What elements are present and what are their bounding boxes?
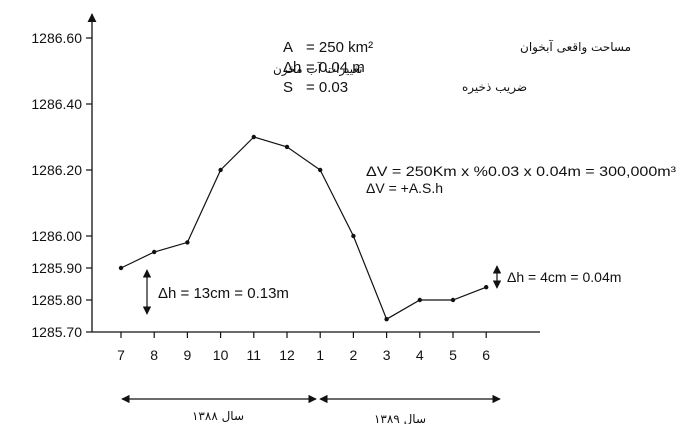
data-point (318, 167, 323, 173)
x-tick-label: 6 (482, 347, 490, 363)
param-s-label: ضریب ذخیره (462, 80, 527, 95)
x-tick-label: 9 (184, 347, 192, 363)
x-tick-label: 11 (247, 347, 262, 363)
x-tick-label: 3 (383, 347, 391, 363)
param-a-symbol: A (283, 39, 293, 56)
y-tick-label: 1285.70 (31, 324, 82, 340)
x-tick-label: 12 (279, 347, 295, 363)
y-tick-label: 1286.00 (31, 228, 82, 244)
x-tick-label: 10 (213, 347, 229, 363)
x-tick-label: 5 (449, 347, 457, 363)
y-tick-label: 1285.90 (31, 260, 82, 276)
param-a-value: = 250 km² (306, 39, 373, 56)
data-point (152, 249, 157, 255)
formula-volume: ΔV = 250Km x %0.03 x 0.04m = 300,000m³ (366, 163, 676, 179)
y-tick-label: 1286.20 (31, 162, 82, 178)
y-tick-label: 1286.40 (31, 96, 82, 112)
series-line (120, 136, 487, 321)
y-tick-label: 1285.80 (31, 292, 82, 308)
delta-left-label: Δh = 13cm = 0.13m (158, 285, 289, 302)
data-point (450, 297, 456, 303)
x-tick-label: 2 (350, 347, 358, 363)
data-point (484, 285, 489, 290)
data-point (118, 265, 124, 271)
x-tick-label: 4 (416, 347, 424, 363)
param-dh-value: = 0.04 m (306, 59, 365, 76)
data-points (118, 134, 489, 322)
data-point (284, 144, 290, 150)
data-point (251, 134, 256, 140)
x-axis-ticks: 7 8 9 10 11 12 1 2 3 4 5 6 (117, 332, 490, 363)
formula-general: ΔV = +A.S.h (366, 180, 443, 196)
param-dh-symbol: Δh (283, 59, 301, 76)
y-tick-label: 1286.60 (31, 30, 82, 46)
data-point (417, 297, 422, 303)
param-a-label: مساحت واقعی آبخوان (520, 39, 631, 55)
x-tick-label: 8 (150, 347, 158, 363)
param-s-value: = 0.03 (306, 79, 348, 96)
x-tick-label: 7 (117, 347, 125, 363)
data-point (185, 240, 190, 245)
delta-right-label: Δh = 4cm = 0.04m (507, 269, 621, 285)
data-point (218, 167, 223, 173)
x-tick-label: 1 (316, 347, 324, 363)
data-point (384, 317, 389, 322)
param-dh-label: تغییرات آب مخزن (273, 61, 363, 77)
year-1-label: سال ۱۳۸۸ (192, 409, 244, 423)
year-2-label: سال ۱۳۸۹ (374, 412, 426, 424)
param-s-symbol: S (283, 79, 293, 96)
y-axis-ticks: 1286.60 1286.40 1286.20 1286.00 1285.90 1285.… (31, 30, 92, 340)
data-point (351, 233, 356, 239)
